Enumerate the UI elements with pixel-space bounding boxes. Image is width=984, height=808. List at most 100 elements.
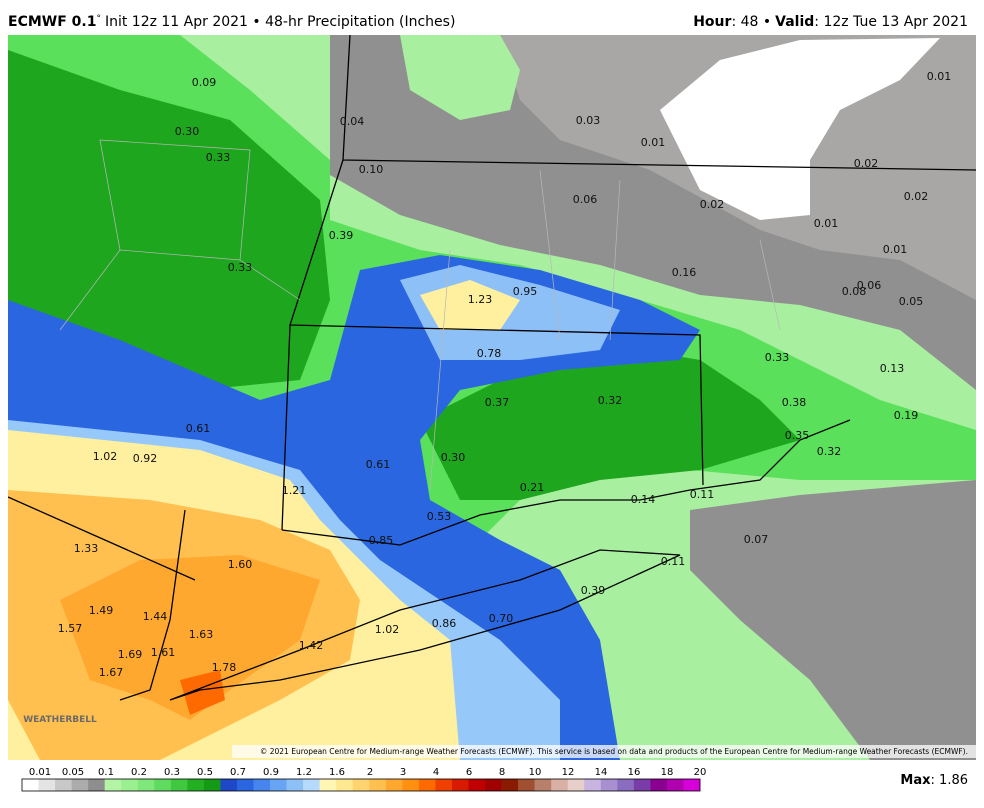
value-label: 0.06 (857, 279, 882, 292)
color-swatch (286, 779, 304, 791)
colorbar-tick: 0.01 (29, 767, 51, 778)
value-label: 1.57 (58, 622, 83, 635)
color-swatch (336, 779, 354, 791)
colorbar-tick: 10 (529, 767, 542, 778)
value-label: 0.70 (489, 612, 514, 625)
header-right: Hour: 48 • Valid: 12z Tue 13 Apr 2021 (693, 14, 968, 30)
color-swatch (121, 779, 139, 791)
value-label: 0.01 (641, 136, 666, 149)
color-swatch (170, 779, 188, 791)
colorbar-tick: 1.2 (296, 767, 312, 778)
county-lines (59, 139, 781, 491)
value-label: 0.02 (700, 198, 725, 211)
value-label: 0.09 (192, 76, 217, 89)
colorbar-tick: 14 (595, 767, 608, 778)
color-swatch (253, 779, 271, 791)
colorbar-tick: 0.1 (98, 767, 114, 778)
init: Init 12z 11 Apr 2021 • 48-hr Precipitati… (105, 14, 455, 30)
value-label: 1.67 (99, 666, 124, 679)
value-label: 0.78 (477, 347, 502, 360)
model: ECMWF 0.1 (8, 14, 96, 30)
color-swatch (352, 779, 370, 791)
borders (8, 35, 976, 701)
value-label: 1.78 (212, 661, 237, 674)
colorbar-tick: 8 (499, 767, 505, 778)
colorbar-tick: 0.3 (164, 767, 180, 778)
value-label: 0.13 (880, 362, 905, 375)
colorbar: 0.01 0.05 0.1 0.2 0.3 0.5 0.7 0.9 1.2 1.6 2 3 4 6 8 10 1… (21, 767, 707, 792)
shade (660, 38, 940, 220)
colorbar-tick: 20 (694, 767, 707, 778)
color-swatch (567, 779, 585, 791)
colorbar-frame (21, 778, 701, 792)
color-swatch (435, 779, 453, 791)
color-swatch (137, 779, 155, 791)
color-swatch (501, 779, 519, 791)
value-label: 0.14 (631, 493, 656, 506)
value-label: 1.02 (93, 450, 118, 463)
color-swatch (38, 779, 56, 791)
value-label: 0.32 (598, 394, 623, 407)
color-swatch (468, 779, 486, 791)
value-label: 0.95 (513, 285, 538, 298)
colorbar-tick: 0.7 (230, 767, 246, 778)
color-swatch (683, 779, 701, 791)
value-label: 0.08 (842, 285, 867, 298)
value-label: 1.61 (151, 646, 176, 659)
value-label: 0.01 (814, 217, 839, 230)
hour-label: Hour (693, 14, 731, 30)
credit-bg (232, 745, 976, 758)
shade (690, 480, 976, 760)
color-swatch (236, 779, 254, 791)
value-label: 1.60 (228, 558, 253, 571)
colorbar-tick: 2 (367, 767, 373, 778)
colorbar-tick: 1.6 (329, 767, 345, 778)
color-swatch (71, 779, 89, 791)
value-label: 0.30 (175, 125, 200, 138)
colorbar-tick: 16 (628, 767, 641, 778)
value-label: 0.39 (581, 584, 606, 597)
value-label: 0.92 (133, 452, 158, 465)
value-label: 0.86 (432, 617, 457, 630)
value-label: 1.44 (143, 610, 168, 623)
color-swatch (666, 779, 684, 791)
shade (8, 50, 330, 390)
value-label: 0.05 (899, 295, 924, 308)
color-swatch (220, 779, 238, 791)
value-label: 1.33 (74, 542, 99, 555)
color-swatch (518, 779, 535, 791)
color-swatch (617, 779, 635, 791)
value-label: 0.33 (765, 351, 790, 364)
value-label: 0.39 (329, 229, 354, 242)
color-swatch (203, 779, 221, 791)
value-label: 0.37 (485, 396, 510, 409)
color-swatch (485, 779, 502, 791)
shade (420, 280, 520, 330)
color-swatch (369, 779, 387, 791)
value-label: 0.07 (744, 533, 769, 546)
colorbar-tick: 18 (661, 767, 674, 778)
value-label: 0.06 (573, 193, 598, 206)
value-label: 0.53 (427, 510, 452, 523)
color-swatch (319, 779, 337, 791)
value-label: 0.02 (854, 157, 879, 170)
logo: WEATHERBELL (23, 715, 97, 725)
max: Max: 1.86 (900, 773, 968, 788)
value-label: 0.33 (228, 261, 253, 274)
colorbar-tick: 12 (562, 767, 575, 778)
color-swatch (55, 779, 72, 791)
map-labels: 0.09 0.30 0.33 0.04 0.10 0.03 0.01 0.01 0.02 0.02… (58, 70, 952, 679)
value-label: 1.63 (189, 628, 214, 641)
shade (180, 670, 225, 715)
color-swatch (104, 779, 122, 791)
value-label: 0.32 (817, 445, 842, 458)
valid-value: : 12z Tue 13 Apr 2021 (814, 14, 968, 30)
value-label: 0.11 (661, 555, 686, 568)
color-swatch (270, 779, 287, 791)
color-swatch (534, 779, 552, 791)
color-swatch (187, 779, 205, 791)
value-label: 1.02 (375, 623, 400, 636)
color-swatch (303, 779, 320, 791)
